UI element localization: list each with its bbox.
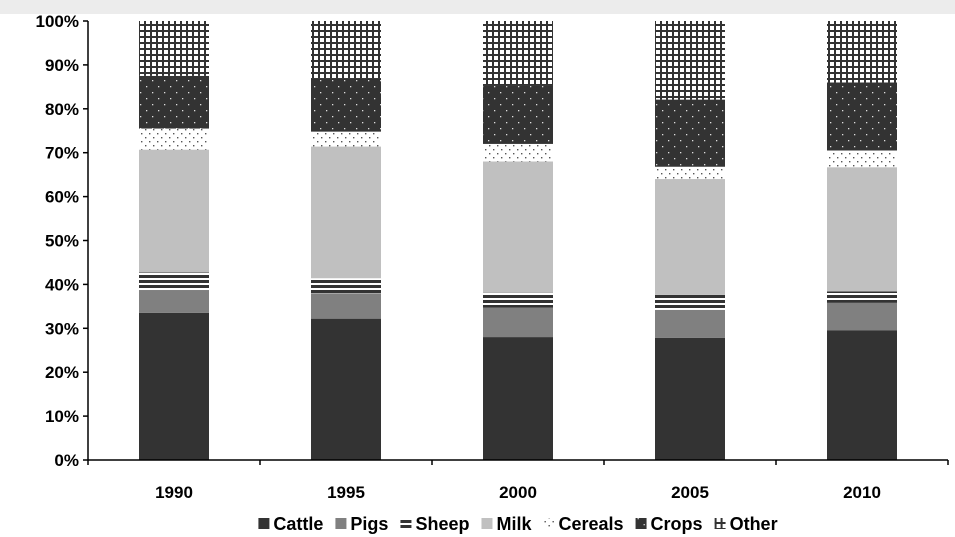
bar-segment-milk-2010 (827, 167, 897, 292)
bar-segment-other-2000 (483, 21, 553, 86)
y-tick-label: 60% (45, 188, 79, 207)
legend-label: Sheep (415, 514, 469, 534)
bar-segment-pigs-1995 (311, 293, 381, 319)
legend-swatch (481, 518, 493, 529)
legend-label: Pigs (350, 514, 388, 534)
top-border-strip (0, 0, 955, 14)
legend-swatch (714, 518, 726, 529)
legend-swatch (635, 518, 647, 529)
legend-swatch (258, 518, 270, 529)
bar-segment-crops-2010 (827, 82, 897, 151)
bar-segment-other-1995 (311, 21, 381, 79)
bar-segment-other-2010 (827, 21, 897, 83)
bar-segment-crops-1995 (311, 78, 381, 132)
bar-segment-sheep-2000 (483, 292, 553, 308)
bar-segment-pigs-2010 (827, 302, 897, 331)
bar-segment-cattle-2005 (655, 337, 725, 460)
legend-swatch (543, 518, 555, 529)
bar-segment-sheep-2010 (827, 291, 897, 303)
legend-item-other: Other (714, 514, 778, 534)
bar-segment-cattle-1990 (139, 312, 209, 460)
bar-segment-cereals-2005 (655, 166, 725, 180)
bar-segment-milk-2005 (655, 179, 725, 295)
bar-segment-pigs-2000 (483, 307, 553, 338)
x-tick-label: 2010 (843, 483, 881, 502)
bar-segment-crops-1990 (139, 75, 209, 129)
bar-segment-sheep-1995 (311, 278, 381, 294)
bar-segment-other-1990 (139, 21, 209, 76)
bar-segment-sheep-2005 (655, 294, 725, 310)
legend-item-cattle: Cattle (258, 514, 323, 534)
y-tick-label: 70% (45, 144, 79, 163)
x-axis-ticks: 1990 1995 2000 2005 2010 (87, 460, 949, 502)
y-tick-label: 30% (45, 319, 79, 338)
legend-item-crops: Crops (635, 514, 703, 534)
x-tick-label: 2005 (671, 483, 709, 502)
x-tick-label: 2000 (499, 483, 537, 502)
bars-group (139, 21, 897, 460)
legend-label: Cattle (273, 514, 323, 534)
bar-segment-pigs-1990 (139, 290, 209, 313)
legend-label: Cereals (558, 514, 623, 534)
y-tick-label: 20% (45, 363, 79, 382)
x-tick-label: 1995 (327, 483, 365, 502)
x-tick-label: 1990 (155, 483, 193, 502)
y-tick-label: 100% (36, 12, 79, 31)
legend-item-cereals: Cereals (543, 514, 624, 534)
bar-segment-cereals-2000 (483, 143, 553, 162)
legend-swatch (400, 518, 412, 529)
bar-segment-crops-2000 (483, 85, 553, 144)
y-tick-label: 10% (45, 407, 79, 426)
bar-segment-milk-1990 (139, 149, 209, 273)
bar-segment-cattle-1995 (311, 318, 381, 460)
bar-segment-cattle-2000 (483, 337, 553, 460)
legend-label: Crops (651, 514, 703, 534)
y-axis-ticks: 0% 10% 20% 30% 40% 50% 60% 70% 80% 90% 100% (36, 12, 88, 470)
legend-swatch (335, 518, 347, 529)
bar-segment-crops-2005 (655, 99, 725, 167)
y-tick-label: 50% (45, 232, 79, 251)
y-tick-label: 0% (54, 451, 79, 470)
bar-segment-cereals-1995 (311, 131, 381, 147)
legend: Cattle Pigs Sheep Milk Cereals Crops Other (258, 514, 778, 534)
legend-item-pigs: Pigs (335, 514, 388, 534)
bar-segment-cattle-2010 (827, 330, 897, 460)
axes (87, 21, 948, 461)
y-tick-label: 40% (45, 275, 79, 294)
bar-segment-sheep-1990 (139, 272, 209, 291)
y-tick-label: 80% (45, 100, 79, 119)
bar-segment-pigs-2005 (655, 309, 725, 338)
legend-item-sheep: Sheep (400, 514, 469, 534)
legend-label: Milk (496, 514, 532, 534)
y-tick-label: 90% (45, 56, 79, 75)
bar-segment-other-2005 (655, 21, 725, 100)
legend-label: Other (730, 514, 778, 534)
legend-item-milk: Milk (481, 514, 532, 534)
bar-segment-milk-2000 (483, 161, 553, 293)
bar-segment-cereals-2010 (827, 150, 897, 168)
bar-segment-milk-1995 (311, 146, 381, 279)
bar-segment-cereals-1990 (139, 128, 209, 150)
